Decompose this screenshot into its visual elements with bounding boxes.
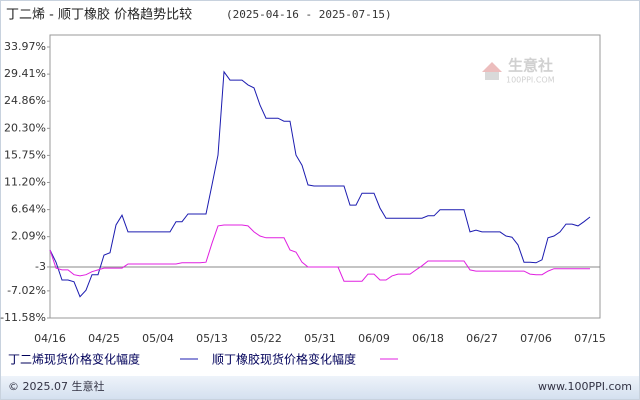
x-tick-label: 05/13 [196, 332, 228, 345]
x-tick-label: 04/25 [88, 332, 120, 345]
series-line [49, 70, 591, 298]
footer-right: www.100PPI.com [538, 380, 632, 393]
x-tick-label: 04/16 [34, 332, 66, 345]
x-tick-label: 07/06 [520, 332, 552, 345]
watermark-icon [485, 72, 499, 80]
x-tick-label: 05/22 [250, 332, 282, 345]
y-tick-label: -11.58% [0, 311, 46, 324]
watermark-icon [482, 62, 502, 72]
x-tick-label: 06/18 [412, 332, 444, 345]
y-tick-label: 11.20% [4, 175, 46, 188]
x-tick-label: 06/27 [466, 332, 498, 345]
watermark: 生意社 100PPI.COM [482, 57, 555, 85]
y-tick-label: 29.41% [4, 67, 46, 80]
y-tick-label: -3 [35, 260, 46, 273]
footer-band [1, 376, 639, 399]
x-tick-label: 05/31 [304, 332, 336, 345]
x-tick-label: 07/15 [574, 332, 606, 345]
y-tick-label: 15.75% [4, 148, 46, 161]
y-tick-label: 24.86% [4, 94, 46, 107]
watermark-site: 100PPI.COM [506, 76, 555, 85]
footer-left: © 2025.07 生意社 [8, 379, 104, 393]
y-tick-label: -7.02% [7, 284, 46, 297]
legend-label: 丁二烯现货价格变化幅度 [8, 352, 140, 367]
x-tick-label: 05/04 [142, 332, 174, 345]
y-tick-label: 6.64% [11, 203, 46, 216]
x-tick-label: 06/09 [358, 332, 390, 345]
chart-subtitle: (2025-04-16 - 2025-07-15) [226, 8, 392, 21]
chart-title: 丁二烯 - 顺丁橡胶 价格趋势比较 [6, 7, 192, 23]
watermark-name: 生意社 [508, 57, 553, 75]
y-tick-label: 33.97% [4, 40, 46, 53]
y-tick-label: 2.09% [11, 230, 46, 243]
y-tick-label: 20.30% [4, 121, 46, 134]
legend-label: 顺丁橡胶现货价格变化幅度 [212, 352, 356, 367]
series-line [49, 224, 590, 282]
